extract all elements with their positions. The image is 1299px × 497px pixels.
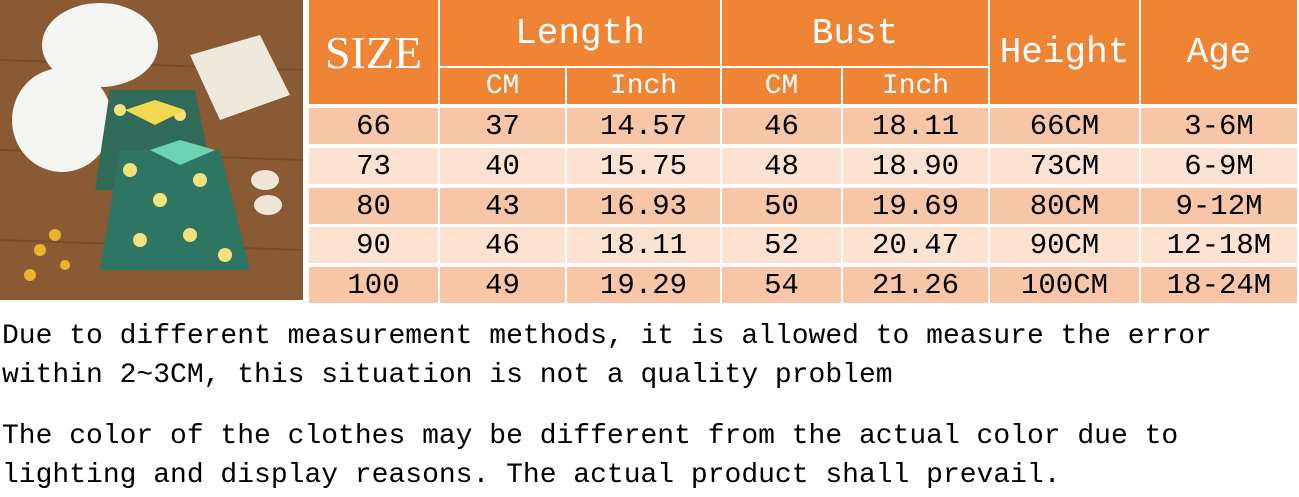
header-cell: Inch	[567, 68, 720, 104]
table-cell: 12-18M	[1141, 227, 1297, 263]
table-cell: 54	[722, 267, 841, 303]
table-cell: 43	[440, 188, 565, 224]
table-cell: 66	[309, 108, 438, 144]
note-line: lighting and display reasons. The actual…	[2, 460, 1061, 491]
header-cell: Height	[990, 0, 1139, 104]
table-cell: 90CM	[990, 227, 1139, 263]
note-line: within 2~3CM, this situation is not a qu…	[2, 360, 893, 391]
table-cell: 19.69	[843, 188, 988, 224]
table-cell: 3-6M	[1141, 108, 1297, 144]
note-line: Due to different measurement methods, it…	[2, 321, 1212, 352]
note-line: The color of the clothes may be differen…	[2, 421, 1179, 452]
table-cell: 21.26	[843, 267, 988, 303]
product-photo	[0, 0, 303, 300]
table-cell: 48	[722, 148, 841, 184]
header-cell: Age	[1141, 0, 1297, 104]
table-cell: 100	[309, 267, 438, 303]
table-cell: 46	[440, 227, 565, 263]
table-cell: 19.29	[567, 267, 720, 303]
table-cell: 16.93	[567, 188, 720, 224]
table-cell: 46	[722, 108, 841, 144]
header-cell: Bust	[722, 0, 988, 66]
header-cell: SIZE	[309, 0, 438, 104]
header-cell: CM	[722, 68, 841, 104]
table-cell: 50	[722, 188, 841, 224]
table-cell: 66CM	[990, 108, 1139, 144]
table-cell: 18.11	[843, 108, 988, 144]
header-cell: Length	[440, 0, 720, 66]
table-cell: 20.47	[843, 227, 988, 263]
table-cell: 73CM	[990, 148, 1139, 184]
table-cell: 9-12M	[1141, 188, 1297, 224]
table-cell: 40	[440, 148, 565, 184]
table-cell: 18.11	[567, 227, 720, 263]
header-cell: CM	[440, 68, 565, 104]
table-cell: 73	[309, 148, 438, 184]
table-cell: 15.75	[567, 148, 720, 184]
table-cell: 6-9M	[1141, 148, 1297, 184]
table-cell: 80	[309, 188, 438, 224]
table-cell: 52	[722, 227, 841, 263]
table-cell: 37	[440, 108, 565, 144]
table-cell: 90	[309, 227, 438, 263]
table-cell: 18-24M	[1141, 267, 1297, 303]
table-cell: 49	[440, 267, 565, 303]
header-cell: Inch	[843, 68, 988, 104]
table-cell: 80CM	[990, 188, 1139, 224]
table-cell: 14.57	[567, 108, 720, 144]
table-cell: 18.90	[843, 148, 988, 184]
table-cell: 100CM	[990, 267, 1139, 303]
